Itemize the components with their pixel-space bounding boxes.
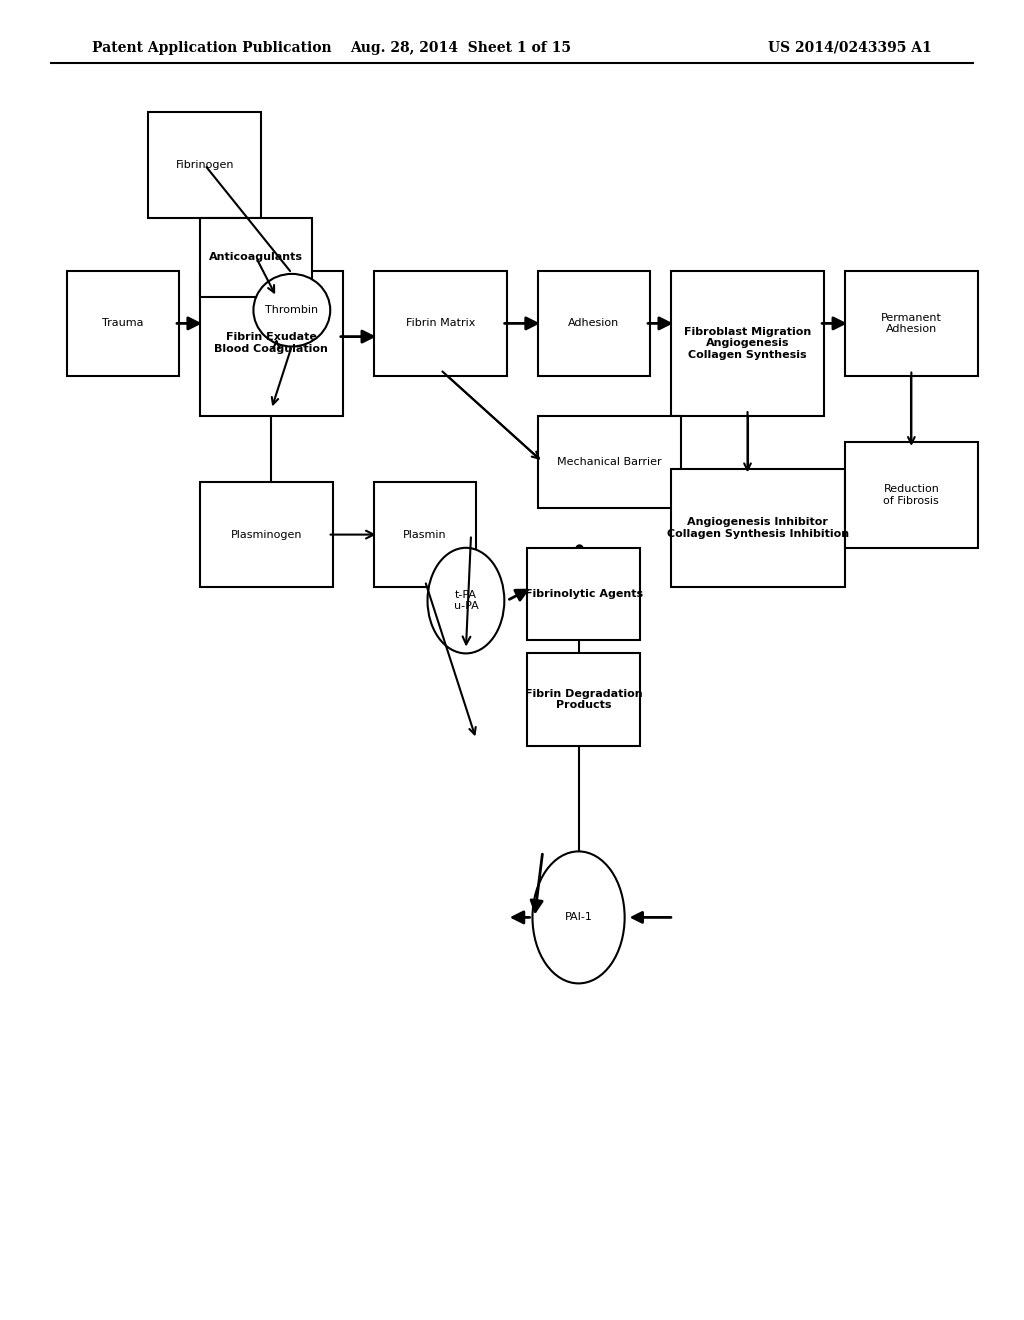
- Text: Angiogenesis Inhibitor
Collagen Synthesis Inhibition: Angiogenesis Inhibitor Collagen Synthesi…: [667, 517, 849, 539]
- Text: Adhesion: Adhesion: [568, 318, 620, 329]
- FancyBboxPatch shape: [374, 482, 476, 587]
- FancyBboxPatch shape: [538, 271, 650, 376]
- Text: Permanent
Adhesion: Permanent Adhesion: [881, 313, 942, 334]
- Text: Fibrin Degradation
Products: Fibrin Degradation Products: [525, 689, 642, 710]
- Text: Mechanical Barrier: Mechanical Barrier: [557, 457, 662, 467]
- Text: Fig. 1: Fig. 1: [851, 345, 931, 368]
- Text: t-PA
u-PA: t-PA u-PA: [454, 590, 478, 611]
- Text: Reduction
of Fibrosis: Reduction of Fibrosis: [884, 484, 939, 506]
- FancyBboxPatch shape: [845, 271, 978, 376]
- Text: Fibrinogen: Fibrinogen: [175, 160, 234, 170]
- Text: Fibrin Exudate
Blood Coagulation: Fibrin Exudate Blood Coagulation: [214, 333, 329, 354]
- Text: US 2014/0243395 A1: US 2014/0243395 A1: [768, 41, 932, 54]
- Text: Plasminogen: Plasminogen: [230, 529, 302, 540]
- FancyBboxPatch shape: [845, 442, 978, 548]
- FancyBboxPatch shape: [527, 548, 640, 640]
- FancyBboxPatch shape: [538, 416, 681, 508]
- Text: Fibrinolytic Agents: Fibrinolytic Agents: [524, 589, 643, 599]
- FancyBboxPatch shape: [200, 482, 333, 587]
- FancyBboxPatch shape: [200, 271, 343, 416]
- Text: Aug. 28, 2014  Sheet 1 of 15: Aug. 28, 2014 Sheet 1 of 15: [350, 41, 571, 54]
- Text: Trauma: Trauma: [102, 318, 143, 329]
- Text: Anticoagulants: Anticoagulants: [209, 252, 303, 263]
- Text: Patent Application Publication: Patent Application Publication: [92, 41, 332, 54]
- FancyBboxPatch shape: [671, 271, 824, 416]
- Text: PAI-1: PAI-1: [564, 912, 593, 923]
- FancyBboxPatch shape: [200, 218, 312, 297]
- Text: Plasmin: Plasmin: [403, 529, 446, 540]
- FancyBboxPatch shape: [67, 271, 179, 376]
- Text: Thrombin: Thrombin: [265, 305, 318, 315]
- FancyBboxPatch shape: [527, 653, 640, 746]
- Ellipse shape: [532, 851, 625, 983]
- Ellipse shape: [428, 548, 504, 653]
- Ellipse shape: [253, 273, 330, 346]
- FancyBboxPatch shape: [671, 469, 845, 587]
- Text: Fibroblast Migration
Angiogenesis
Collagen Synthesis: Fibroblast Migration Angiogenesis Collag…: [684, 326, 811, 360]
- Text: Fibrin Matrix: Fibrin Matrix: [406, 318, 475, 329]
- FancyBboxPatch shape: [148, 112, 261, 218]
- FancyBboxPatch shape: [374, 271, 507, 376]
